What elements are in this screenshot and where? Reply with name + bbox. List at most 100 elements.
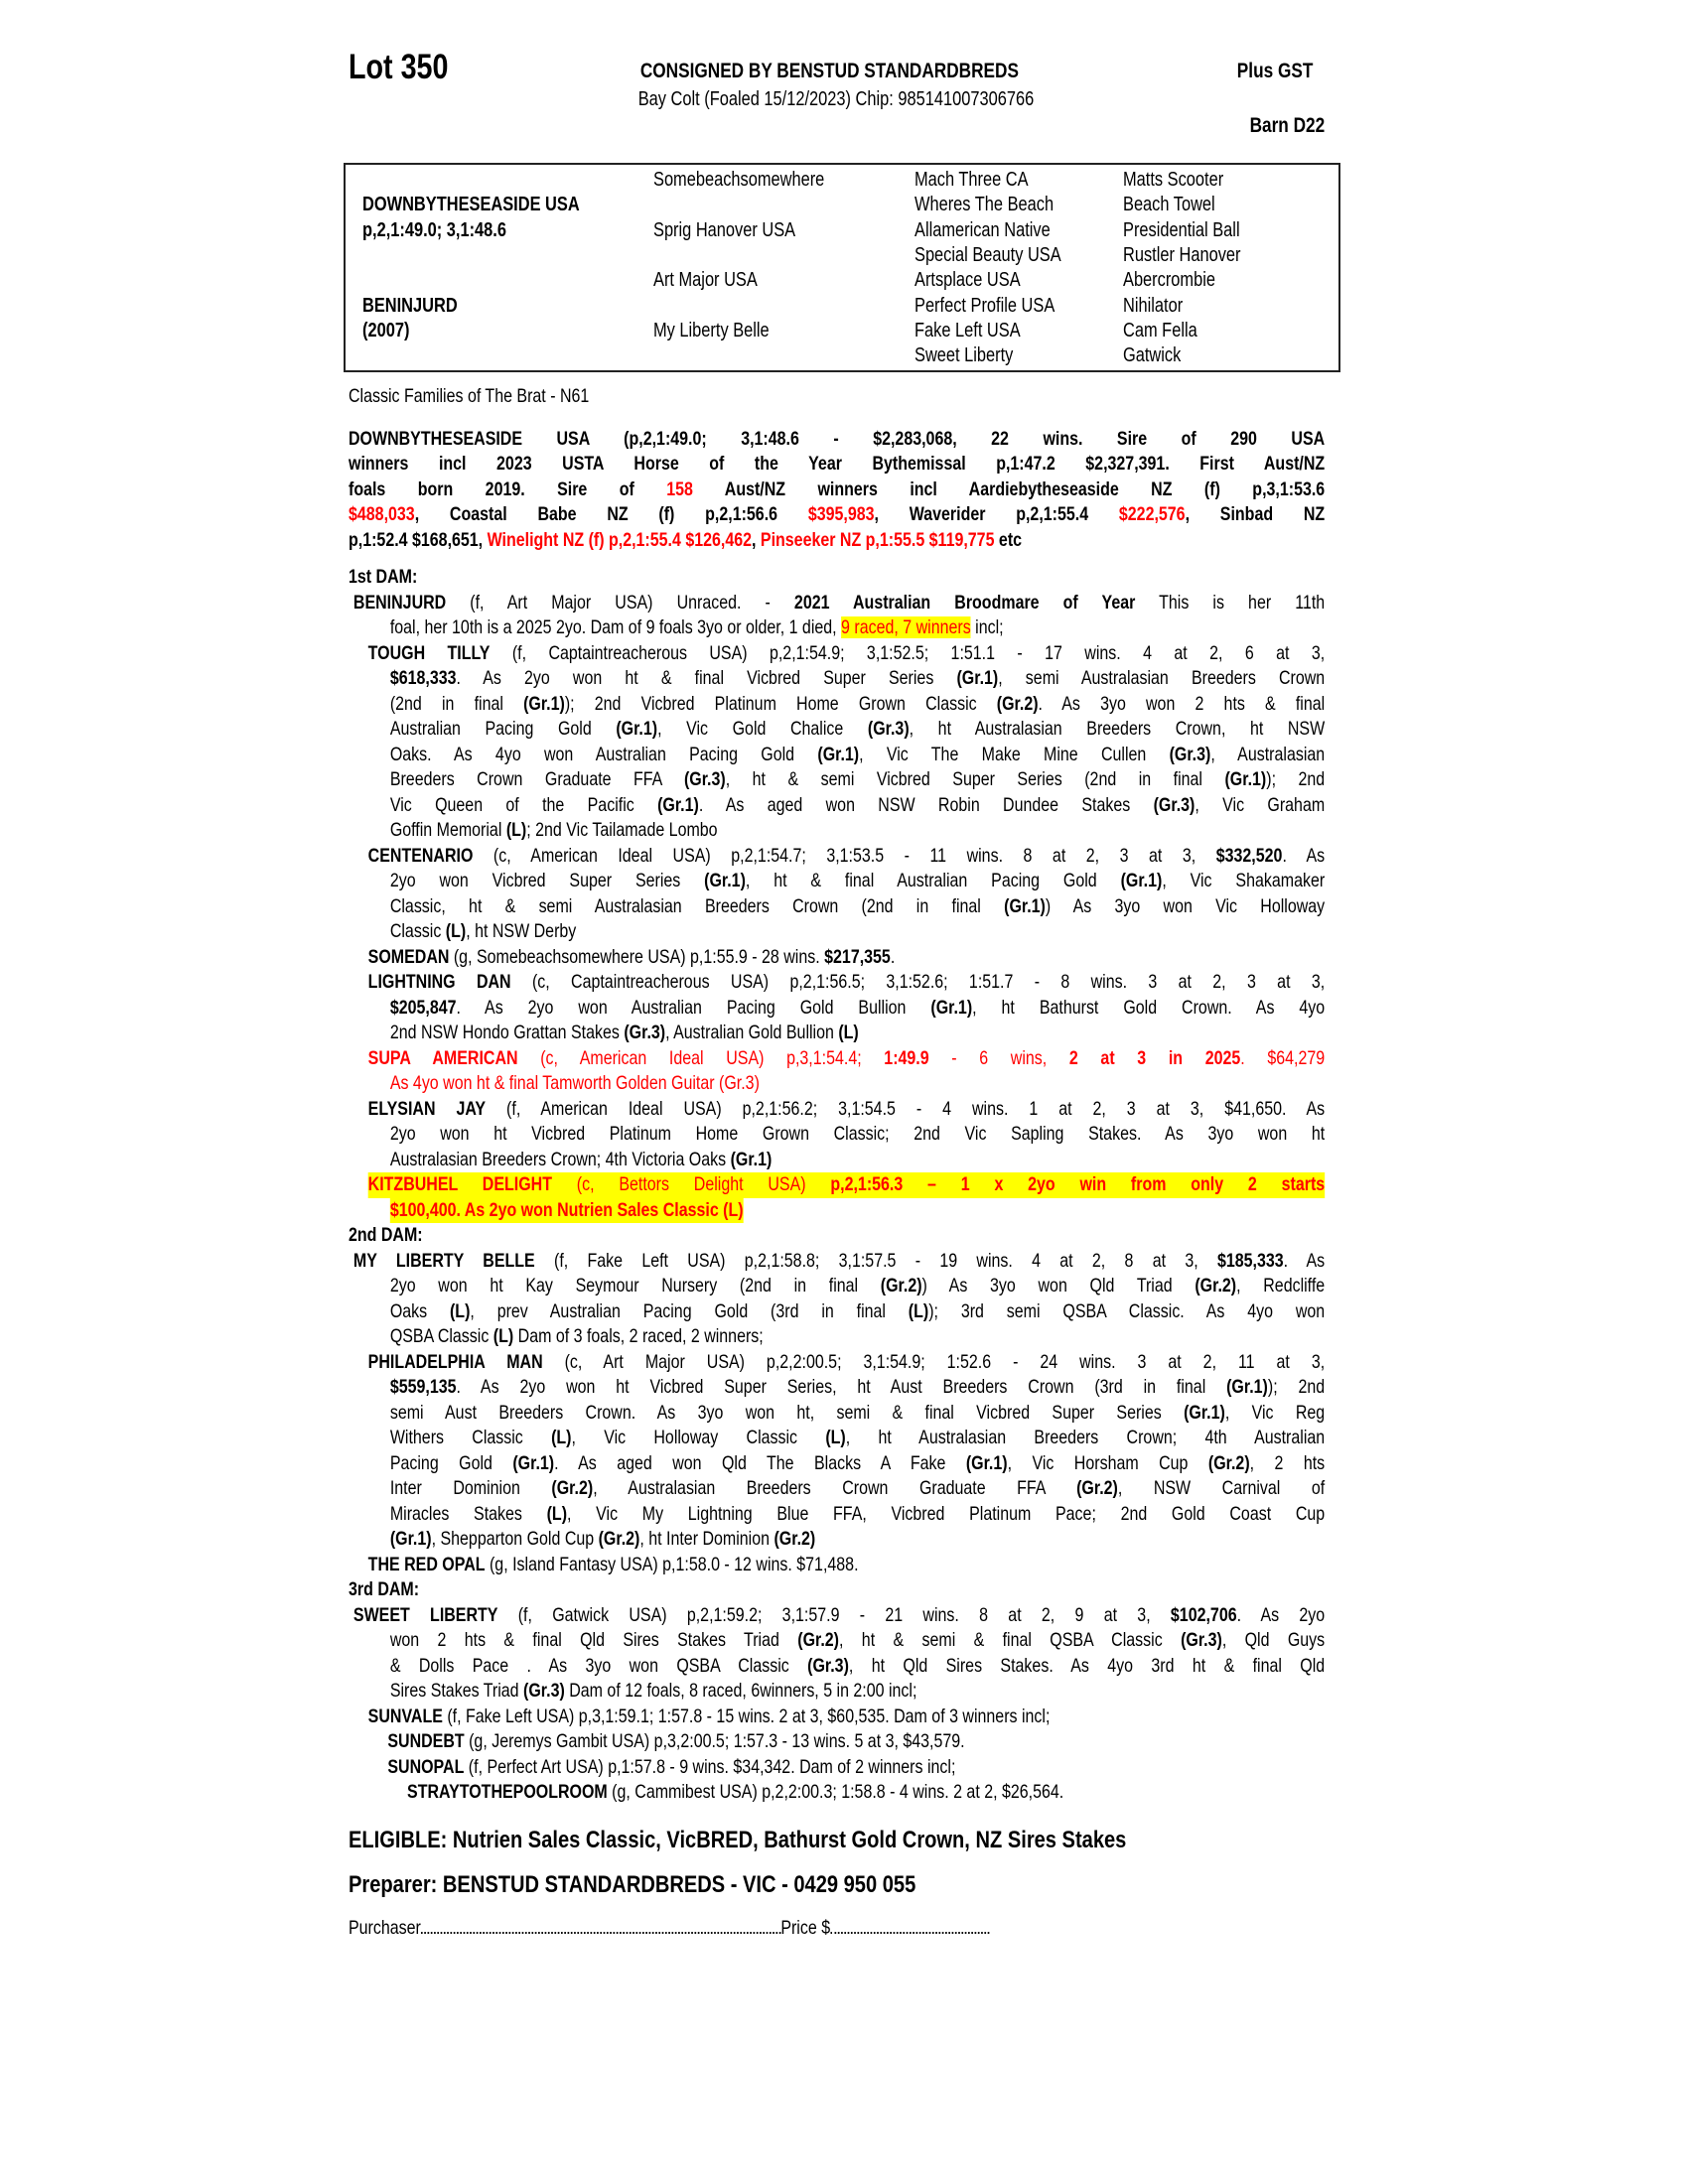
text-line: 2yo won ht Vicbred Platinum Home Grown C…	[390, 1122, 1325, 1148]
text-run: , Vic Gold Chalice	[657, 718, 868, 740]
text-run: ELYSIAN JAY	[367, 1097, 487, 1120]
text-run: $102,706	[1170, 1603, 1237, 1626]
pedigree-cell: Cam Fella	[1123, 319, 1213, 343]
text-run: Australian Pacing Gold	[389, 718, 617, 740]
dam-heading: 3rd DAM:	[349, 1578, 420, 1600]
text-run: .	[890, 945, 896, 968]
text-line: $618,333. As 2yo won ht & final Vicbred …	[390, 666, 1325, 692]
price-dotted-line	[830, 1916, 989, 1934]
text-line: Oaks. As 4yo won Australian Pacing Gold …	[390, 743, 1325, 768]
pedigree-cell: Rustler Hanover	[1123, 243, 1267, 268]
text-run: $618,333	[389, 667, 457, 689]
text-run: , Vic The Make Mine Cullen	[859, 743, 1170, 765]
text-run: SWEET LIBERTY	[352, 1603, 498, 1626]
pedigree-cell: Somebeachsomewhere	[653, 168, 862, 193]
pedigree-cell: Artsplace USA	[914, 268, 1044, 293]
text-run: (g, Jeremys Gambit USA) p,3,2:00.5; 1:57…	[464, 1730, 965, 1752]
pedigree-name: Wheres The Beach	[914, 194, 1055, 216]
text-run: p,2,1:56.3 – 1 x 2yo win from only 2 sta…	[830, 1173, 1326, 1195]
lot-description: Bay Colt (Foaled 15/12/2023) Chip: 98514…	[538, 88, 1134, 111]
text-line: Australian Pacing Gold (Gr.1), Vic Gold …	[390, 717, 1325, 743]
pedigree-name: Abercrombie	[1123, 269, 1215, 292]
text-line: Vic Queen of the Pacific (Gr.1). As aged…	[390, 793, 1325, 819]
text-line: SUPA AMERICAN (c, American Ideal USA) p,…	[368, 1046, 1325, 1072]
lot-description-text: Bay Colt (Foaled 15/12/2023) Chip: 98514…	[637, 88, 1035, 110]
text-run: $217,355	[824, 945, 891, 968]
pedigree-name: Gatwick	[1123, 344, 1182, 367]
consignor-text: CONSIGNED BY BENSTUD STANDARDBREDS	[639, 60, 1019, 82]
family-line: Classic Families of The Brat - N61	[349, 385, 590, 407]
text-run: ; 2nd Vic Tailamade Lombo	[526, 819, 718, 841]
text-run: 158	[666, 478, 693, 500]
text-run: BENINJURD	[352, 591, 447, 614]
pedigree-cell: DOWNBYTHESEASIDE USA	[362, 193, 628, 217]
text-run: (f, American Ideal USA) p,2,1:56.2; 3,1:…	[486, 1097, 1326, 1120]
purchaser-field: Purchaser Price $	[349, 1916, 989, 1940]
text-run: 2nd NSW Hondo Grattan Stakes	[389, 1022, 625, 1043]
text-run: (Gr.2)	[598, 1528, 640, 1550]
text-run: , Vic My Lightning Blue FFA, Vicbred Pla…	[567, 1502, 1326, 1525]
text-line: SUNVALE (f, Fake Left USA) p,3,1:59.1; 1…	[368, 1705, 1325, 1730]
pedigree-entry: BENINJURD (f, Art Major USA) Unraced. - …	[349, 591, 1325, 641]
pedigree-name: My Liberty Belle	[653, 319, 770, 341]
pedigree-cell: Matts Scooter	[1123, 168, 1245, 193]
pedigree-name: Fake Left USA	[914, 319, 1021, 341]
text-line: SOMEDAN (g, Somebeachsomewhere USA) p,1:…	[368, 945, 1325, 971]
text-line: THE RED OPAL (g, Island Fantasy USA) p,1…	[368, 1553, 1325, 1578]
text-run: 2yo won Vicbred Super Series	[389, 870, 705, 891]
text-run: $185,333	[1216, 1249, 1284, 1272]
text-run: , Vic Holloway Classic	[571, 1427, 826, 1448]
text-run: 1:49.9	[884, 1046, 929, 1069]
text-run: PHILADELPHIA MAN	[367, 1350, 543, 1373]
pedigree-cell: Wheres The Beach	[914, 193, 1084, 217]
text-line: ELYSIAN JAY (f, American Ideal USA) p,2,…	[368, 1097, 1325, 1123]
text-run: (f, Perfect Art USA) p,1:57.8 - 9 wins. …	[464, 1755, 956, 1778]
text-run: (Gr.2)	[1195, 1275, 1237, 1297]
text-run: (Gr.1)	[523, 692, 565, 715]
text-run: As 4yo won ht & final Tamworth Golden Gu…	[389, 1072, 760, 1094]
text-line: 2yo won Vicbred Super Series (Gr.1), ht …	[390, 869, 1325, 894]
text-line: LIGHTNING DAN (c, Captaintreacherous USA…	[368, 970, 1326, 996]
text-run: , ht & semi Vicbred Super Series (2nd in…	[725, 768, 1225, 790]
text-line: $100,400. As 2yo won Nutrien Sales Class…	[389, 1197, 744, 1223]
text-run: (g, Cammibest USA) p,2,2:00.3; 1:58.8 - …	[607, 1781, 1064, 1803]
text-run: incl;	[970, 616, 1004, 638]
pedigree-entry: SUPA AMERICAN (c, American Ideal USA) p,…	[349, 1046, 1325, 1097]
price-note: Plus GST	[1220, 60, 1313, 83]
text-run: , ht Australasian Breeders Crown, ht NSW	[909, 718, 1326, 740]
text-run: Classic, ht & semi Australasian Breeders…	[389, 894, 1005, 917]
text-line: CENTENARIO (c, American Ideal USA) p,2,1…	[368, 844, 1325, 870]
text-run: Sires Stakes Triad	[389, 1680, 524, 1702]
text-run: (L)	[908, 1299, 929, 1322]
text-run: . As	[1282, 844, 1326, 867]
text-run: . $64,279	[1240, 1046, 1326, 1069]
text-run: $395,983	[807, 503, 875, 525]
dam-section: 1st DAM: BENINJURD (f, Art Major USA) Unr…	[349, 565, 1325, 1223]
text-run: p,1:52.4 $168,651,	[349, 528, 488, 551]
text-run: 9 raced, 7 winners	[841, 616, 971, 638]
text-run: KITZBUHEL DELIGHT	[367, 1173, 552, 1195]
text-run: (L)	[492, 1325, 514, 1347]
pedigree-name: Perfect Profile USA	[914, 294, 1055, 317]
dam-sections: 1st DAM: BENINJURD (f, Art Major USA) Unr…	[349, 565, 1325, 1806]
text-line: Sires Stakes Triad (Gr.3) Dam of 12 foal…	[390, 1679, 1325, 1705]
text-run: . As 2yo won ht Vicbred Super Series, ht…	[456, 1376, 1227, 1398]
text-line: Inter Dominion (Gr.2), Australasian Bree…	[390, 1476, 1325, 1502]
text-run: (f, Fake Left USA) p,2,1:58.8; 3,1:57.5 …	[534, 1249, 1217, 1272]
text-run: Classic	[389, 920, 446, 942]
text-run: (Gr.3)	[1181, 1629, 1222, 1651]
text-run: (Gr.1)	[512, 1451, 555, 1474]
text-run: , Vic Horsham Cup	[1007, 1451, 1208, 1474]
text-run: (Gr.1)	[1004, 894, 1046, 917]
pedigree-name: Presidential Ball	[1123, 218, 1240, 241]
pedigree-row: BENINJURD Perfect Profile USA Nihilator	[346, 294, 1338, 319]
text-run: CENTENARIO	[367, 844, 474, 867]
text-run: (Gr.2)	[797, 1629, 840, 1651]
dam-section: 2nd DAM: MY LIBERTY BELLE (f, Fake Left U…	[349, 1223, 1325, 1577]
barn-location-text: Barn D22	[1249, 114, 1325, 137]
pedigree-entry: STRAYTOTHEPOOLROOM (g, Cammibest USA) p,…	[349, 1780, 1325, 1806]
dam-section: 3rd DAM: SWEET LIBERTY (f, Gatwick USA) p…	[349, 1577, 1325, 1806]
text-run: , Australasian	[1210, 743, 1326, 765]
text-line: Goffin Memorial (L); 2nd Vic Tailamade L…	[390, 818, 1325, 844]
pedigree-entry: SOMEDAN (g, Somebeachsomewhere USA) p,1:…	[349, 945, 1325, 971]
